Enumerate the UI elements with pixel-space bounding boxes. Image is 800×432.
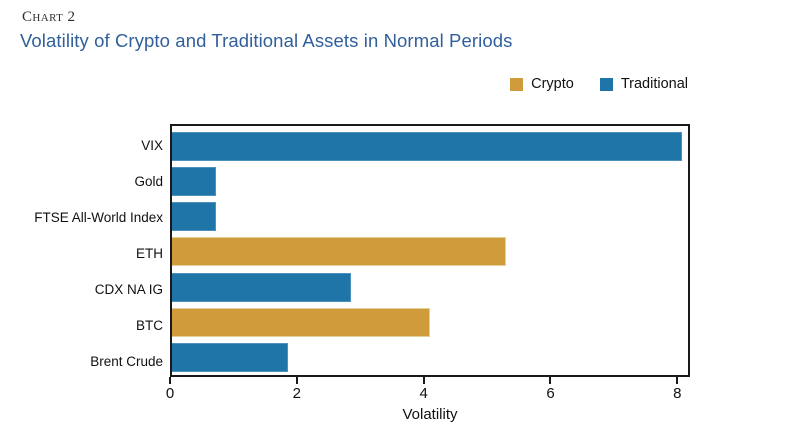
x-tick-label: 2 <box>292 385 301 402</box>
category-label-cdx-na-ig: CDX NA IG <box>94 282 163 298</box>
bar-brent-crude <box>172 342 289 372</box>
x-tick-label: 0 <box>165 385 175 402</box>
category-label-ftse-all-world-index: FTSE All-World Index <box>34 209 163 225</box>
bar-btc <box>172 307 430 337</box>
x-tick-label: 6 <box>546 385 555 402</box>
bar-vix <box>172 132 682 162</box>
chart-title: Volatility of Crypto and Traditional Ass… <box>20 30 513 51</box>
y-axis-category-labels: VIX Gold FTSE All-World Index ETH CDX NA IG B… <box>0 127 163 380</box>
chart-legend: Crypto Traditional <box>510 76 688 92</box>
x-tick-mark <box>676 377 679 384</box>
x-tick-label: 4 <box>419 385 428 402</box>
bar-row <box>172 234 688 269</box>
bar-row <box>172 270 688 305</box>
crypto-swatch-icon <box>510 77 524 91</box>
bar-row <box>172 164 688 199</box>
bar-row <box>172 129 688 164</box>
legend-item-crypto: Crypto <box>510 76 574 92</box>
x-axis-label: Volatility <box>402 406 458 423</box>
x-tick-mark <box>295 377 298 384</box>
category-label-gold: Gold <box>134 173 163 189</box>
legend-label-traditional: Traditional <box>620 76 688 92</box>
bar-ftse-all-world-index <box>172 202 217 232</box>
category-label-btc: BTC <box>136 318 163 334</box>
traditional-swatch-icon <box>599 77 613 91</box>
x-tick-mark <box>422 377 425 384</box>
chart-kicker: Chart 2 <box>22 9 76 25</box>
category-label-vix: VIX <box>141 137 163 153</box>
x-tick-label: 8 <box>673 385 682 402</box>
bar-chart-plot-area <box>170 124 690 377</box>
bar-eth <box>172 237 506 267</box>
x-axis-ticks: 0 2 4 6 8 <box>166 377 690 405</box>
bar-gold <box>172 167 217 197</box>
legend-label-crypto: Crypto <box>531 76 574 92</box>
category-label-brent-crude: Brent Crude <box>90 354 163 370</box>
x-tick-mark <box>169 377 171 384</box>
category-label-eth: ETH <box>136 245 163 261</box>
legend-item-traditional: Traditional <box>599 76 688 92</box>
x-tick-mark <box>549 377 552 384</box>
bar-row <box>172 305 688 340</box>
bar-cdx-na-ig <box>172 272 352 302</box>
bar-row <box>172 340 688 375</box>
bar-row <box>172 199 688 234</box>
